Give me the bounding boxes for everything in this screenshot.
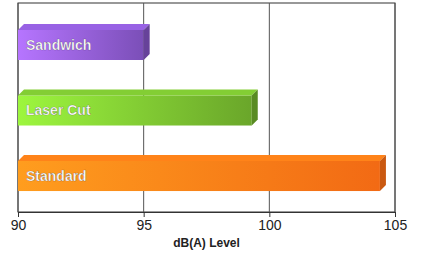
bar: [18, 30, 144, 60]
category-label: Standard: [26, 168, 87, 184]
plot: Sandwich Laser Cut Standard 90 95 100 105: [11, 3, 408, 233]
bar-group: [18, 155, 386, 191]
bar-side: [380, 155, 386, 191]
category-labels: Sandwich Laser Cut Standard: [26, 37, 91, 184]
tick: 100: [258, 212, 282, 233]
category-label: Laser Cut: [26, 102, 91, 118]
grid: [18, 3, 395, 212]
tick: 105: [384, 212, 408, 233]
axis-line: [19, 213, 396, 218]
category-label: Sandwich: [26, 37, 91, 53]
tick-label: 90: [11, 217, 27, 233]
bar: [18, 95, 252, 125]
tick-label: 95: [136, 217, 152, 233]
bar-group: [18, 24, 150, 60]
bar-side: [252, 89, 258, 125]
tick: 95: [136, 212, 152, 233]
grid-line: [395, 3, 396, 212]
x-axis: 90 95 100 105: [11, 212, 408, 233]
bars: [18, 24, 386, 191]
bar-side: [144, 24, 150, 60]
bar-top: [18, 24, 150, 30]
x-axis-title: dB(A) Level: [173, 236, 240, 250]
bar: [18, 161, 380, 191]
tick-label: 100: [258, 217, 282, 233]
tick-label: 105: [384, 217, 408, 233]
tick: 90: [11, 212, 27, 233]
bar-group: [18, 89, 258, 125]
plot-frame: [18, 3, 395, 212]
bar-top: [18, 155, 386, 161]
bar-top: [18, 89, 258, 95]
chart: Sandwich Laser Cut Standard 90 95 100 105 dB(A)…: [0, 0, 432, 255]
